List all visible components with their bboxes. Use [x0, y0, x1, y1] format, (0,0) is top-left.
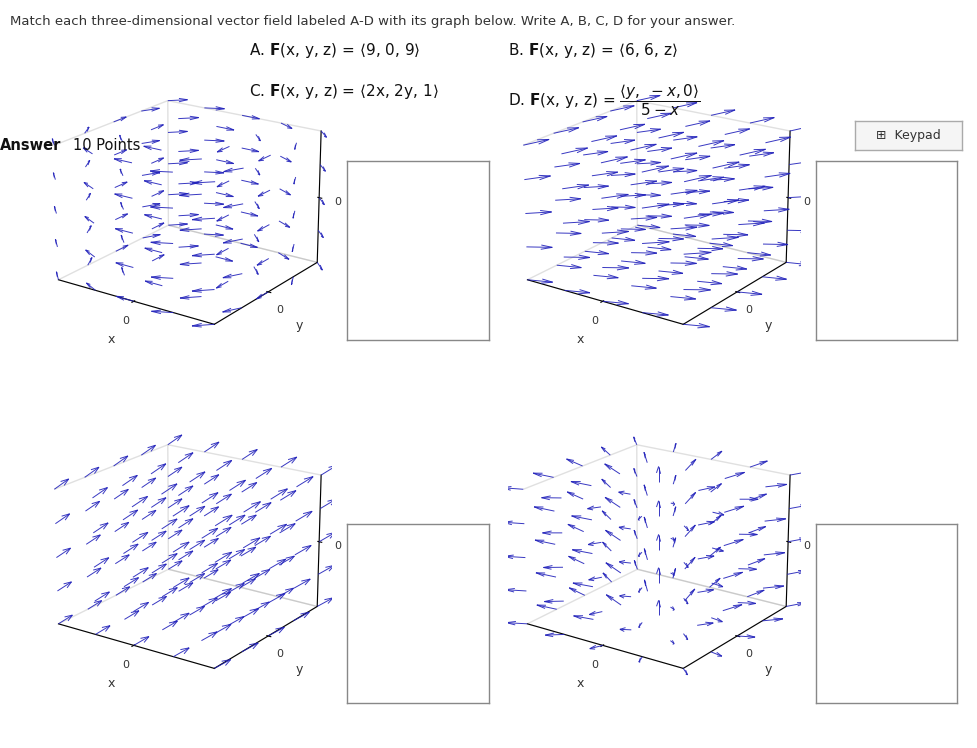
X-axis label: x: x [576, 333, 584, 346]
Y-axis label: y: y [764, 319, 772, 332]
Text: ⊞  Keypad: ⊞ Keypad [876, 129, 941, 142]
Text: D. $\mathbf{F}$(x, y, z) = $\dfrac{\langle y,\ -x, 0\rangle}{5 - x}$: D. $\mathbf{F}$(x, y, z) = $\dfrac{\lang… [508, 82, 701, 118]
X-axis label: x: x [107, 677, 115, 690]
Text: A. $\mathbf{F}$(x, y, z) = $\langle$9, 0, 9$\rangle$: A. $\mathbf{F}$(x, y, z) = $\langle$9, 0… [249, 41, 420, 60]
Text: Match each three-dimensional vector field labeled A-D with its graph below. Writ: Match each three-dimensional vector fiel… [10, 15, 735, 28]
Text: C. $\mathbf{F}$(x, y, z) = $\langle$2x, 2y, 1$\rangle$: C. $\mathbf{F}$(x, y, z) = $\langle$2x, … [249, 82, 439, 101]
X-axis label: x: x [107, 333, 115, 346]
Text: 10 Points: 10 Points [73, 138, 141, 153]
Y-axis label: y: y [295, 319, 303, 332]
Y-axis label: y: y [764, 663, 772, 676]
X-axis label: x: x [576, 677, 584, 690]
Y-axis label: y: y [295, 663, 303, 676]
Text: Answer: Answer [0, 138, 62, 153]
Text: B. $\mathbf{F}$(x, y, z) = $\langle$6, 6, z$\rangle$: B. $\mathbf{F}$(x, y, z) = $\langle$6, 6… [508, 41, 678, 60]
